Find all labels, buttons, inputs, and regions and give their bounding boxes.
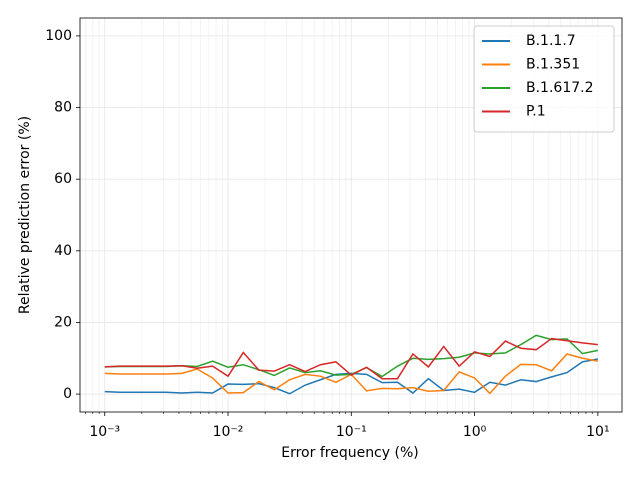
line-series: [104, 337, 598, 380]
x-tick-label: 10⁻³: [89, 424, 120, 440]
x-tick-label: 10¹: [586, 424, 609, 440]
x-tick-label: 10⁻²: [213, 424, 244, 440]
plot-frame: [79, 17, 623, 413]
y-tick-label: 80: [54, 100, 72, 116]
y-tick-label: 20: [54, 314, 72, 330]
y-axis-label: Relative prediction error (%): [17, 116, 33, 314]
legend-label: B.1.351: [526, 57, 580, 73]
y-tick-label: 60: [54, 171, 72, 187]
y-tick-label: 40: [54, 243, 72, 259]
x-tick-label: 10⁻¹: [336, 424, 367, 440]
x-axis-label: Error frequency (%): [281, 445, 418, 461]
line-series: [104, 358, 598, 395]
legend: B.1.1.7 B.1.351 B.1.617.2 P.1: [473, 25, 615, 133]
legend-box: [473, 25, 615, 133]
legend-label: P.1: [526, 104, 546, 120]
y-tick-label: 100: [45, 28, 72, 44]
x-tick-label: 10⁰: [463, 424, 487, 440]
legend-label: B.1.617.2: [526, 80, 594, 96]
y-tick-label: 0: [63, 386, 72, 402]
legend-label: B.1.1.7: [526, 33, 576, 49]
